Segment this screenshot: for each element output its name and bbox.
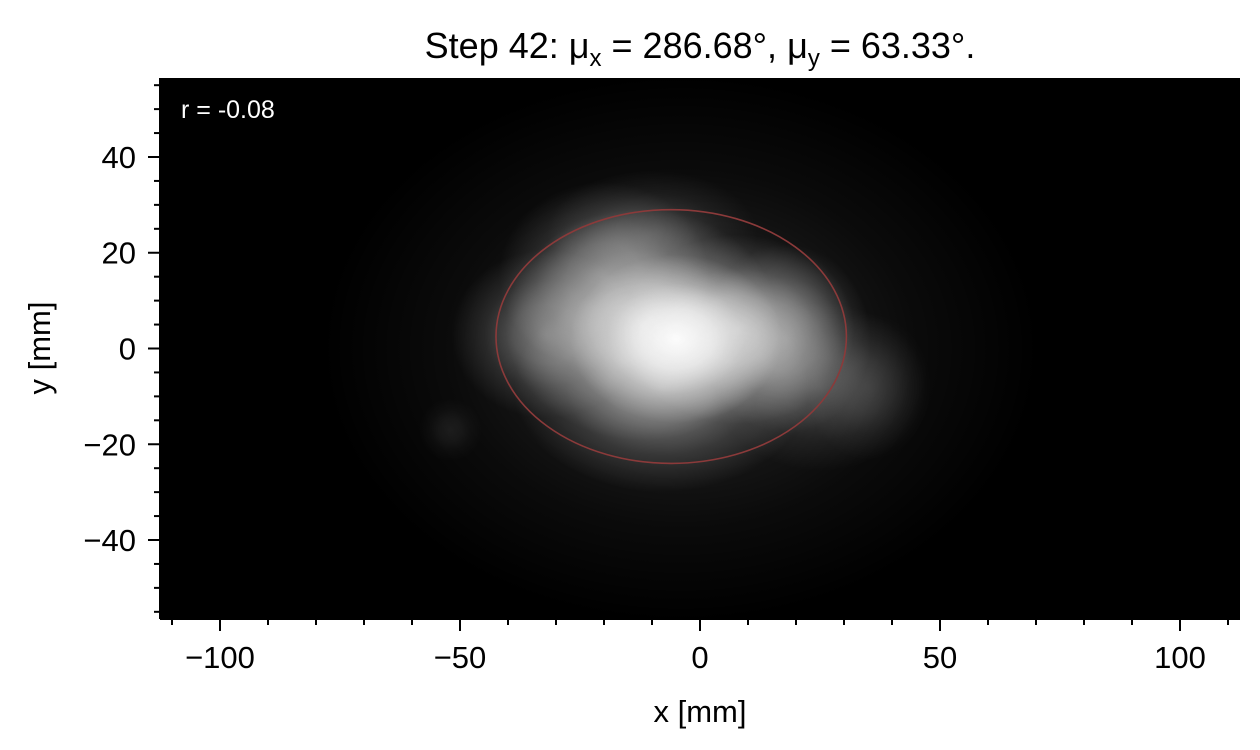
intensity-blob [321, 78, 1040, 619]
x-tick-label: 100 [1154, 640, 1206, 675]
correlation-annotation: r = -0.08 [181, 96, 275, 124]
fit-ellipse [495, 208, 848, 465]
y-tick-label: 0 [119, 332, 136, 367]
y-tick-label: −20 [83, 427, 136, 462]
title-sub-y: y [808, 45, 820, 72]
plot-area: r = -0.08 [160, 78, 1240, 619]
x-tick-label: −100 [185, 640, 255, 675]
title-sub-x: x [590, 45, 602, 72]
y-tick-label: −40 [83, 523, 136, 558]
intensity-image [321, 78, 1040, 619]
y-tick-label: 20 [102, 236, 136, 271]
title-x-value: = 286.68°, [602, 25, 788, 66]
x-axis: −100 −50 0 50 100 [160, 618, 1240, 675]
x-axis-label: x [mm] [654, 694, 747, 729]
title-y-value: = 63.33°. [820, 25, 976, 66]
x-tick-label: 50 [923, 640, 957, 675]
title-mu-y: μ [787, 25, 808, 66]
y-axis-label: y [mm] [22, 302, 57, 395]
intensity-blob [418, 398, 483, 462]
x-tick-label: 0 [691, 640, 708, 675]
chart-title: Step 42: μx = 286.68°, μy = 63.33°. [425, 25, 976, 72]
intensity-blob [804, 313, 932, 461]
title-mu-x: μ [569, 25, 590, 66]
y-axis: −40 −20 0 20 40 [83, 78, 161, 619]
y-tick-label: 40 [102, 140, 136, 175]
title-prefix: Step 42: [425, 25, 569, 66]
x-tick-label: −50 [434, 640, 487, 675]
